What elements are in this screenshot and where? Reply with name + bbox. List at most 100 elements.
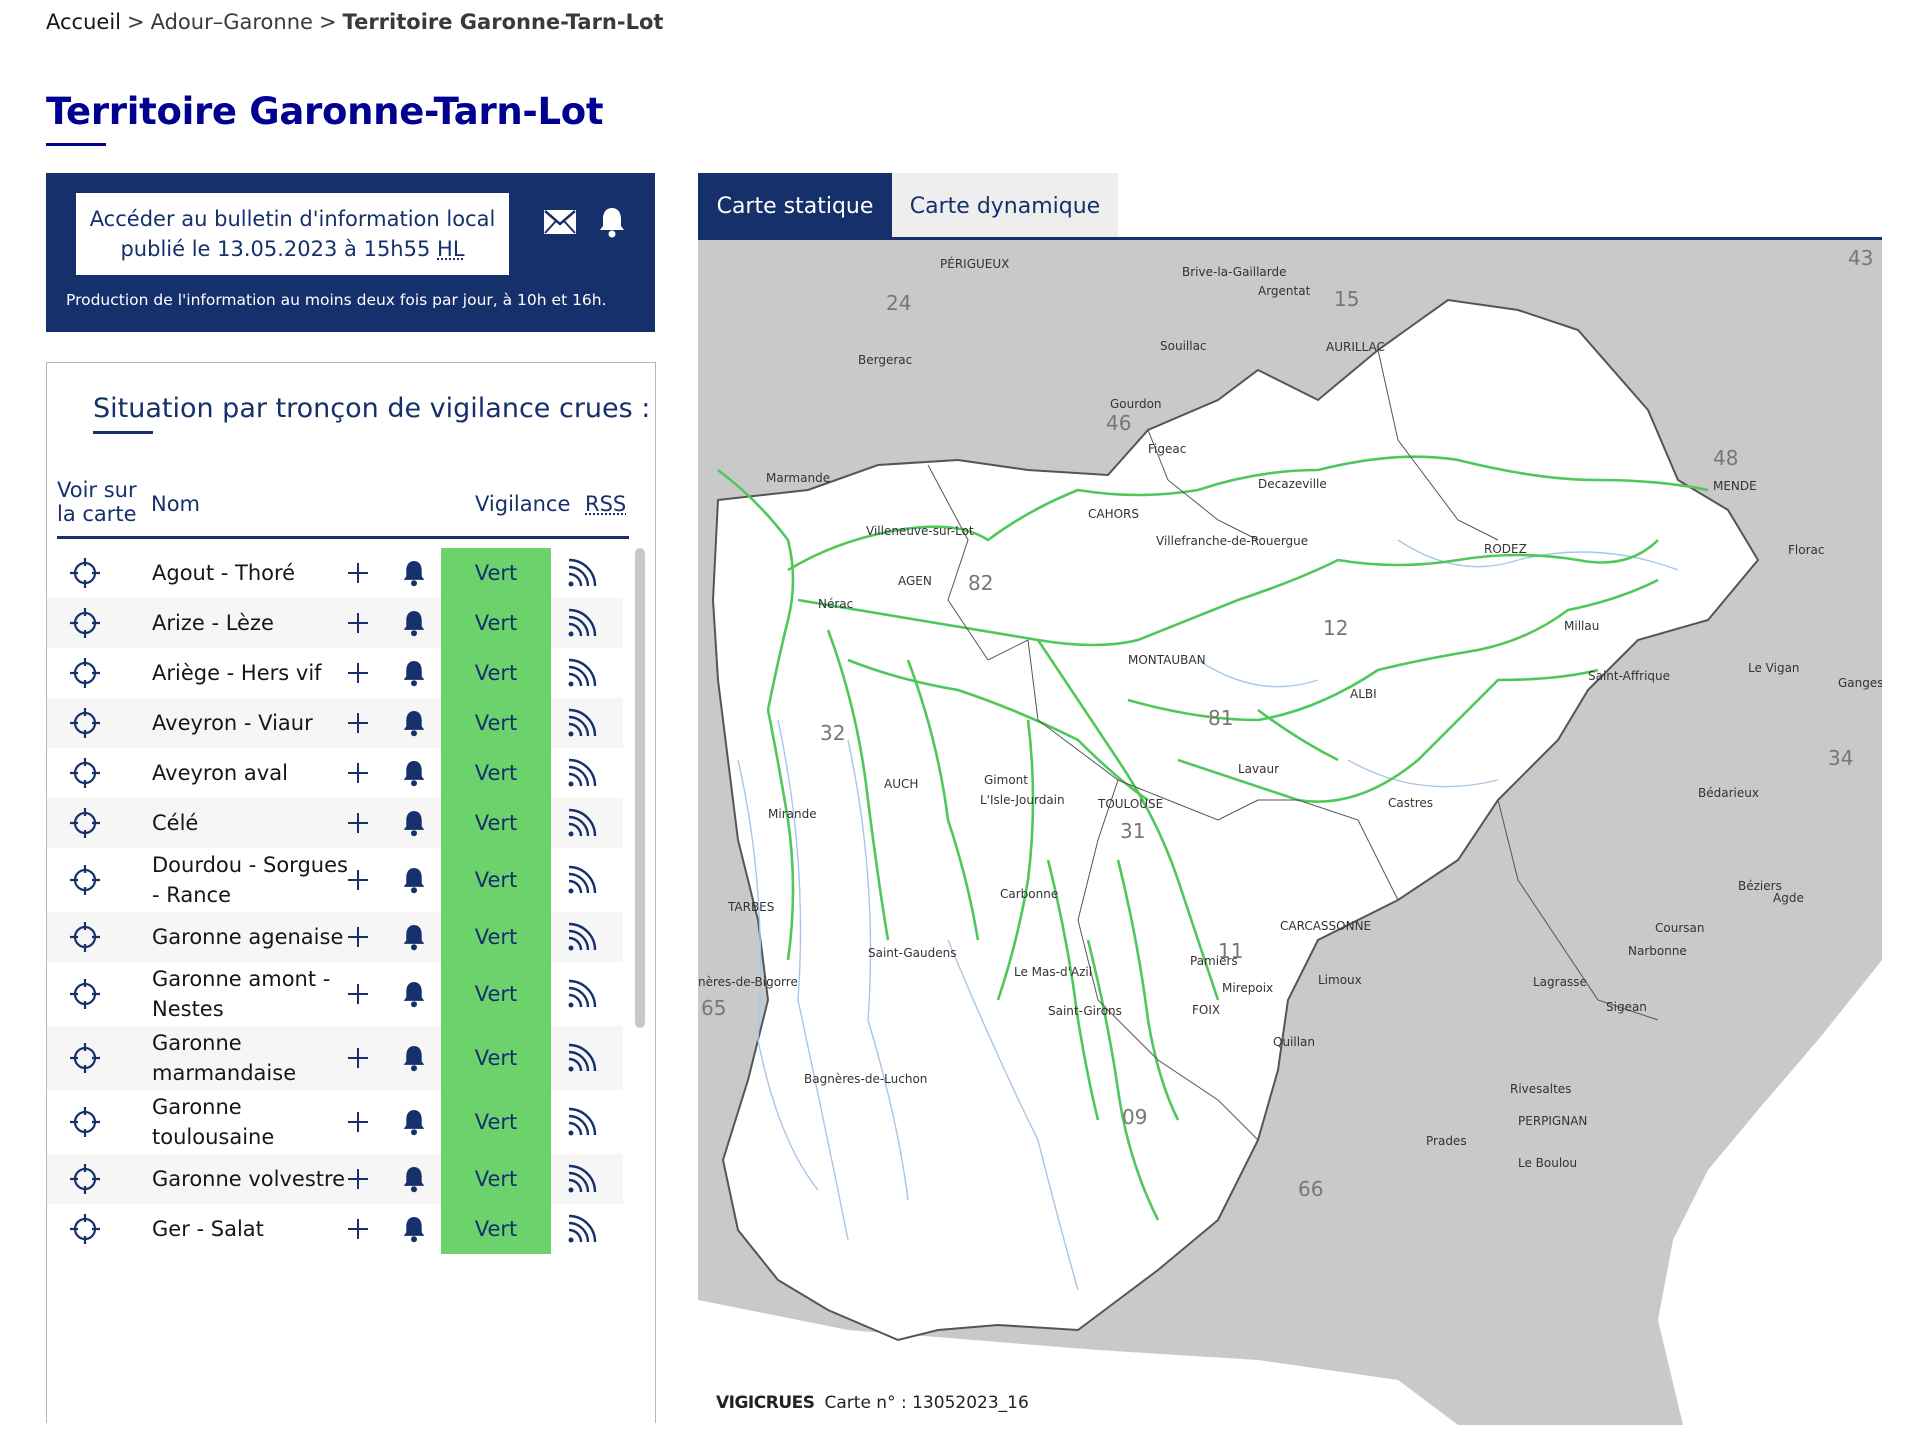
- bell-icon[interactable]: [402, 866, 426, 898]
- mail-icon[interactable]: [543, 209, 577, 239]
- section-name: Arize - Lèze: [152, 611, 274, 635]
- vigilance-level: Vert: [441, 798, 551, 848]
- town-pamiers: Pamiers: [1190, 954, 1238, 968]
- rss-icon[interactable]: [567, 608, 597, 642]
- rss-icon[interactable]: [567, 979, 597, 1013]
- town-ganges: Ganges: [1838, 676, 1882, 690]
- rss-icon[interactable]: [567, 922, 597, 956]
- bell-icon[interactable]: [402, 1215, 426, 1247]
- town-bagneres-bigorre: nères-de-Bigorre: [698, 975, 798, 989]
- town-prades: Prades: [1426, 1134, 1467, 1148]
- plus-icon[interactable]: [347, 1047, 369, 1073]
- section-name: Garonne toulousaine: [152, 1095, 275, 1149]
- dept-43: 43: [1848, 246, 1873, 270]
- vigilance-level: Vert: [441, 648, 551, 698]
- bulletin-link-button[interactable]: Accéder au bulletin d'information local …: [76, 193, 509, 275]
- dept-09: 09: [1122, 1105, 1147, 1129]
- locate-icon[interactable]: [69, 707, 101, 743]
- plus-icon[interactable]: [347, 1111, 369, 1137]
- locate-icon[interactable]: [69, 921, 101, 957]
- vigilance-level: Vert: [441, 548, 551, 598]
- section-name: Ger - Salat: [152, 1217, 264, 1241]
- table-row: Garonne marmandaise Vert: [47, 1026, 623, 1090]
- plus-icon[interactable]: [347, 562, 369, 588]
- town-mirande: Mirande: [768, 807, 817, 821]
- section-name: Garonne volvestre: [152, 1167, 346, 1191]
- rss-icon[interactable]: [567, 1214, 597, 1248]
- bell-icon[interactable]: [402, 609, 426, 641]
- town-saint-affrique: Saint-Affrique: [1588, 669, 1670, 683]
- bell-icon[interactable]: [402, 709, 426, 741]
- bell-icon[interactable]: [402, 923, 426, 955]
- vigilance-map[interactable]: 24 15 43 46 48 82 12 32 81 34 31 11 65 0…: [698, 240, 1882, 1425]
- map-svg: 24 15 43 46 48 82 12 32 81 34 31 11 65 0…: [698, 246, 1882, 1425]
- department-labels: 24 15 43 46 48 82 12 32 81 34 31 11 65 0…: [701, 246, 1873, 1201]
- rss-icon[interactable]: [567, 558, 597, 592]
- table-row: Garonne volvestre Vert: [47, 1154, 623, 1204]
- locate-icon[interactable]: [69, 1163, 101, 1199]
- bell-icon[interactable]: [402, 559, 426, 591]
- breadcrumb-home-link[interactable]: Accueil: [46, 10, 121, 34]
- tab-carte-statique[interactable]: Carte statique: [698, 173, 892, 239]
- bell-icon[interactable]: [402, 1165, 426, 1197]
- locate-icon[interactable]: [69, 657, 101, 693]
- plus-icon[interactable]: [347, 612, 369, 638]
- tab-carte-dynamique[interactable]: Carte dynamique: [892, 173, 1118, 239]
- rss-icon[interactable]: [567, 758, 597, 792]
- rss-icon[interactable]: [567, 1107, 597, 1141]
- breadcrumb-parent-link[interactable]: Adour–Garonne: [150, 10, 313, 34]
- dept-65: 65: [701, 996, 726, 1020]
- dept-31: 31: [1120, 819, 1145, 843]
- rss-icon[interactable]: [567, 708, 597, 742]
- section-name: Agout - Thoré: [152, 561, 296, 585]
- locate-icon[interactable]: [69, 978, 101, 1014]
- bell-icon[interactable]: [402, 759, 426, 791]
- rss-icon[interactable]: [567, 865, 597, 899]
- rss-icon[interactable]: [567, 1043, 597, 1077]
- bulletin-link-line1: Accéder au bulletin d'information local: [89, 207, 496, 231]
- locate-icon[interactable]: [69, 807, 101, 843]
- rss-icon[interactable]: [567, 658, 597, 692]
- bulletin-panel: Accéder au bulletin d'information local …: [46, 173, 655, 332]
- vigilance-table-body: Agout - Thoré Vert Arize - Lèze Vert Ariège …: [47, 548, 623, 1254]
- plus-icon[interactable]: [347, 983, 369, 1009]
- plus-icon[interactable]: [347, 1218, 369, 1244]
- town-mende: MENDE: [1713, 479, 1757, 493]
- locate-icon[interactable]: [69, 1042, 101, 1078]
- plus-icon[interactable]: [347, 712, 369, 738]
- bell-icon[interactable]: [402, 980, 426, 1012]
- bell-icon[interactable]: [402, 1108, 426, 1140]
- bell-icon[interactable]: [598, 206, 626, 242]
- bell-icon[interactable]: [402, 1044, 426, 1076]
- dept-12: 12: [1323, 616, 1348, 640]
- plus-icon[interactable]: [347, 926, 369, 952]
- town-limoux: Limoux: [1318, 973, 1362, 987]
- plus-icon[interactable]: [347, 869, 369, 895]
- section-name: Ariège - Hers vif: [152, 661, 322, 685]
- table-row: Agout - Thoré Vert: [47, 548, 623, 598]
- plus-icon[interactable]: [347, 762, 369, 788]
- town-agde: Agde: [1773, 891, 1804, 905]
- locate-icon[interactable]: [69, 757, 101, 793]
- locate-icon[interactable]: [69, 1106, 101, 1142]
- table-scrollbar[interactable]: [635, 548, 645, 1028]
- locate-icon[interactable]: [69, 864, 101, 900]
- outer-town-labels: PÉRIGUEUX Brive-la-Gaillarde Argentat Be…: [698, 256, 1882, 1170]
- rss-icon[interactable]: [567, 1164, 597, 1198]
- breadcrumb-separator: >: [127, 10, 145, 34]
- dept-15: 15: [1334, 287, 1359, 311]
- plus-icon[interactable]: [347, 812, 369, 838]
- town-labels: Marmande Villeneuve-sur-Lot AGEN Nérac F…: [766, 442, 1824, 1086]
- section-name: Dourdou - Sorgues - Rance: [152, 853, 348, 907]
- bell-icon[interactable]: [402, 809, 426, 841]
- locate-icon[interactable]: [69, 607, 101, 643]
- plus-icon[interactable]: [347, 662, 369, 688]
- locate-icon[interactable]: [69, 1213, 101, 1249]
- bell-icon[interactable]: [402, 659, 426, 691]
- vigilance-level: Vert: [441, 698, 551, 748]
- locate-icon[interactable]: [69, 557, 101, 593]
- town-le-vigan: Le Vigan: [1748, 661, 1800, 675]
- rss-icon[interactable]: [567, 808, 597, 842]
- plus-icon[interactable]: [347, 1168, 369, 1194]
- town-lavaur: Lavaur: [1238, 762, 1279, 776]
